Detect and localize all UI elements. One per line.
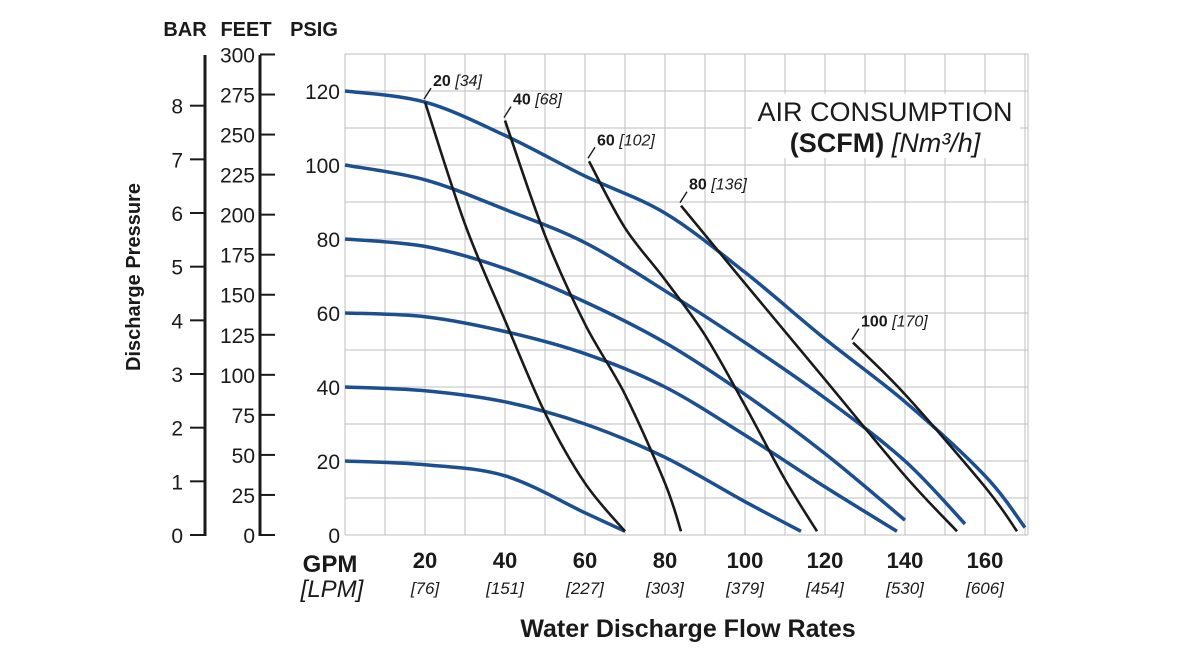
- bar-axis-ticks: 0 1 2 3 4 5 6 7 8: [171, 96, 205, 548]
- x-axis-label: Water Discharge Flow Rates: [520, 615, 855, 643]
- performance-curves: [344, 89, 1027, 533]
- air-consumption-curve: [423, 101, 626, 533]
- x-tick-lpm: [227]: [565, 579, 605, 598]
- performance-curve: [344, 385, 802, 533]
- air-consumption-curve: [503, 120, 683, 532]
- psig-tick-label: 60: [317, 303, 340, 326]
- feet-tick-label: 100: [220, 365, 255, 388]
- air-consumption-label: 20 [34]: [433, 73, 482, 90]
- air-consumption-curve: [587, 160, 819, 532]
- x-tick-lpm: [606]: [965, 579, 1005, 598]
- feet-axis-ticks: 0 25 50 75 100 125 150 175 200 225 250 275 300: [220, 44, 275, 548]
- x-tick-gpm: 140: [887, 548, 924, 573]
- chart-subtitle: (SCFM) [Nm³/h]: [790, 128, 982, 158]
- bar-tick-label: 2: [171, 418, 183, 441]
- x-tick-gpm: 40: [493, 548, 517, 573]
- chart-subtitle-scfm: (SCFM): [790, 128, 884, 158]
- x-tick-lpm: [530]: [885, 579, 925, 598]
- bar-tick-label: 8: [171, 96, 183, 119]
- air-consumption-curves: [423, 101, 1019, 533]
- x-tick-lpm: [151]: [485, 579, 525, 598]
- air-label-leader: [587, 146, 596, 159]
- performance-curve: [344, 459, 626, 533]
- psig-tick-label: 80: [317, 229, 340, 252]
- legend-title-backdrop: [752, 94, 1020, 158]
- air-consumption-curve: [679, 204, 958, 533]
- air-consumption-label: 60 [102]: [597, 132, 655, 149]
- x-tick-gpm: 160: [967, 548, 1004, 573]
- x-tick-lpm: [76]: [410, 579, 441, 598]
- feet-tick-label: 250: [220, 125, 255, 148]
- bar-tick-label: 4: [171, 310, 183, 333]
- performance-curve: [344, 163, 967, 526]
- bar-tick-label: 1: [171, 471, 183, 494]
- bar-tick-label: 7: [171, 149, 183, 172]
- x-tick-lpm: [303]: [645, 579, 685, 598]
- x-tick-gpm: 60: [573, 548, 597, 573]
- x-axis-ticks: 20 [76] 40 [151] 60 [227] 80 [303] 100 [379] 120 [4…: [410, 548, 1005, 598]
- feet-axis-header: FEET: [220, 19, 271, 41]
- x-tick-lpm: [379]: [725, 579, 765, 598]
- chart-subtitle-nm3h: [Nm³/h]: [891, 128, 982, 158]
- air-label-leader: [679, 191, 688, 204]
- bar-tick-label: 6: [171, 203, 183, 226]
- air-consumption-curve: [852, 341, 1019, 533]
- feet-tick-label: 200: [220, 205, 255, 228]
- x-unit-gpm: GPM: [303, 551, 358, 578]
- air-label-leader: [503, 106, 512, 118]
- air-consumption-label: 100 [170]: [861, 314, 928, 331]
- bar-tick-label: 5: [171, 257, 183, 280]
- feet-tick-label: 275: [220, 85, 255, 108]
- air-consumption-labels: 20 [34] 40 [68] 60 [102] 80 [136] 100 [170]: [423, 73, 928, 340]
- x-tick-gpm: 80: [653, 548, 677, 573]
- air-consumption-label: 40 [68]: [513, 92, 562, 109]
- air-label-leader: [423, 87, 432, 100]
- x-tick-lpm: [454]: [805, 579, 845, 598]
- psig-tick-label: 100: [305, 155, 340, 178]
- feet-tick-label: 125: [220, 325, 255, 348]
- x-tick-gpm: 20: [413, 548, 437, 573]
- psig-tick-label: 0: [328, 525, 340, 548]
- feet-tick-label: 50: [232, 445, 255, 468]
- feet-tick-label: 225: [220, 165, 255, 188]
- performance-curve: [344, 237, 907, 522]
- bar-axis-header: BAR: [163, 19, 207, 41]
- feet-tick-label: 75: [232, 405, 255, 428]
- y-axis-label: Discharge Pressure: [123, 183, 145, 371]
- feet-tick-label: 0: [243, 525, 255, 548]
- air-label-leader: [851, 328, 860, 340]
- x-unit-lpm: [LPM]: [300, 576, 365, 603]
- x-tick-gpm: 100: [727, 548, 764, 573]
- psig-tick-label: 120: [305, 81, 340, 104]
- feet-tick-label: 25: [232, 485, 255, 508]
- performance-curve: [344, 311, 898, 533]
- chart-title: AIR CONSUMPTION: [757, 97, 1012, 127]
- bar-tick-label: 3: [171, 364, 183, 387]
- psig-tick-label: 40: [317, 377, 340, 400]
- feet-tick-label: 175: [220, 245, 255, 268]
- psig-axis-ticks: 0 20 40 60 80 100 120: [305, 81, 340, 548]
- feet-tick-label: 150: [220, 285, 255, 308]
- bar-tick-label: 0: [171, 525, 183, 548]
- psig-axis-header: PSIG: [290, 19, 338, 41]
- air-consumption-label: 80 [136]: [689, 177, 747, 194]
- x-tick-gpm: 120: [807, 548, 844, 573]
- feet-tick-label: 300: [220, 44, 255, 67]
- psig-tick-label: 20: [317, 451, 340, 474]
